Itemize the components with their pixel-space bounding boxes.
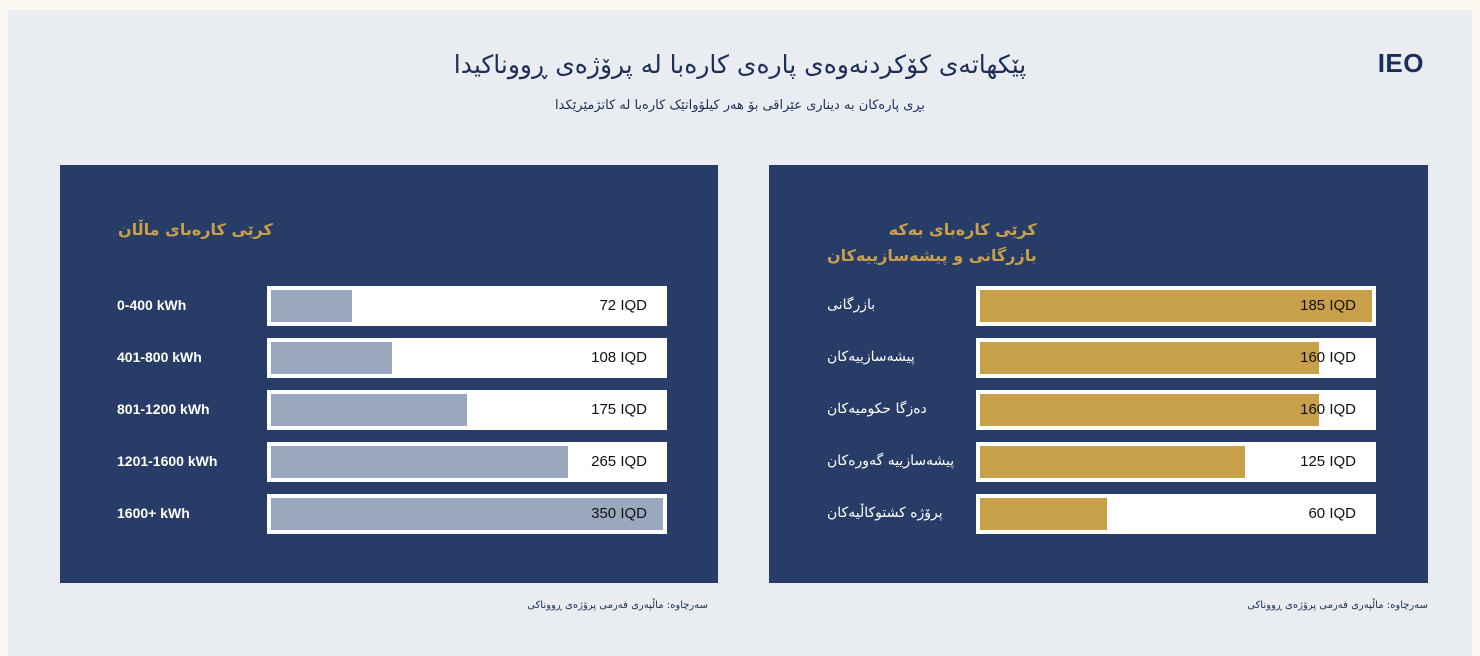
commercial-category-label: پرۆژە کشتوکاڵیەکان (827, 505, 943, 521)
page-subtitle: بڕی پارەکان بە دیناری عێراقی بۆ هەر کیلۆ… (555, 98, 925, 113)
commercial-bar (980, 446, 1245, 478)
commercial-tariff-panel: کرێی کارەبای بەکە بازرگانی و پیشەسازییەک… (769, 165, 1428, 583)
household-bar-frame: 265 IQD (267, 442, 667, 482)
household-category-label: 0-400 kWh (117, 297, 187, 313)
household-panel-title: کرێی کارەبای ماڵان (118, 220, 273, 239)
commercial-bar-frame: 60 IQD (976, 494, 1376, 534)
household-bar-frame: 72 IQD (267, 286, 667, 326)
household-bar-frame: 350 IQD (267, 494, 667, 534)
commercial-bar-frame: 125 IQD (976, 442, 1376, 482)
commercial-bar (980, 498, 1107, 530)
commercial-bar-frame: 185 IQD (976, 286, 1376, 326)
household-category-label: 401-800 kWh (117, 349, 202, 365)
commercial-bar-value-label: 60 IQD (1308, 505, 1356, 522)
commercial-bar-frame: 160 IQD (976, 338, 1376, 378)
household-category-label: 1600+ kWh (117, 505, 190, 521)
commercial-bar (980, 394, 1319, 426)
page-title: پێکهاتەی کۆکردنەوەی پارەی کارەبا لە پرۆژ… (453, 50, 1027, 79)
commercial-category-label: پیشەسازییە گەورەکان (827, 453, 955, 469)
household-category-label: 801-1200 kWh (117, 401, 210, 417)
household-bar (271, 290, 352, 322)
household-source-note: سەرچاوە: ماڵپەری فەرمی پرۆژەی ڕووناکی (527, 600, 708, 611)
household-bar-frame: 108 IQD (267, 338, 667, 378)
household-bar-value-label: 265 IQD (591, 453, 647, 470)
household-bar-value-label: 175 IQD (591, 401, 647, 418)
commercial-source-note: سەرچاوە: ماڵپەری فەرمی پرۆژەی ڕووناکی (1247, 600, 1428, 611)
commercial-bar-value-label: 160 IQD (1300, 349, 1356, 366)
commercial-bar-value-label: 185 IQD (1300, 297, 1356, 314)
commercial-bar-value-label: 125 IQD (1300, 453, 1356, 470)
household-bar (271, 342, 392, 374)
commercial-panel-title: کرێی کارەبای بەکە بازرگانی و پیشەسازییەک… (827, 217, 1037, 269)
commercial-title-line-2: بازرگانی و پیشەسازییەکان (827, 246, 1037, 265)
household-bar-frame: 175 IQD (267, 390, 667, 430)
commercial-bar (980, 342, 1319, 374)
commercial-bar (980, 290, 1372, 322)
commercial-category-label: پیشەسازییەکان (827, 349, 915, 365)
household-bar (271, 498, 663, 530)
household-bar (271, 394, 467, 426)
household-tariff-panel: کرێی کارەبای ماڵان 0-400 kWh 72 IQD 401-80… (60, 165, 718, 583)
commercial-title-line-1: کرێی کارەبای بەکە (888, 220, 1037, 239)
household-bar-value-label: 108 IQD (591, 349, 647, 366)
household-bar (271, 446, 568, 478)
commercial-category-label: دەزگا حکومیەکان (827, 401, 927, 417)
ieo-logo: IEO (1377, 48, 1424, 78)
commercial-category-label: بازرگانی (827, 297, 876, 313)
household-category-label: 1201-1600 kWh (117, 453, 218, 469)
commercial-bar-value-label: 160 IQD (1300, 401, 1356, 418)
household-bar-value-label: 72 IQD (599, 297, 647, 314)
commercial-bar-frame: 160 IQD (976, 390, 1376, 430)
household-bar-value-label: 350 IQD (591, 505, 647, 522)
